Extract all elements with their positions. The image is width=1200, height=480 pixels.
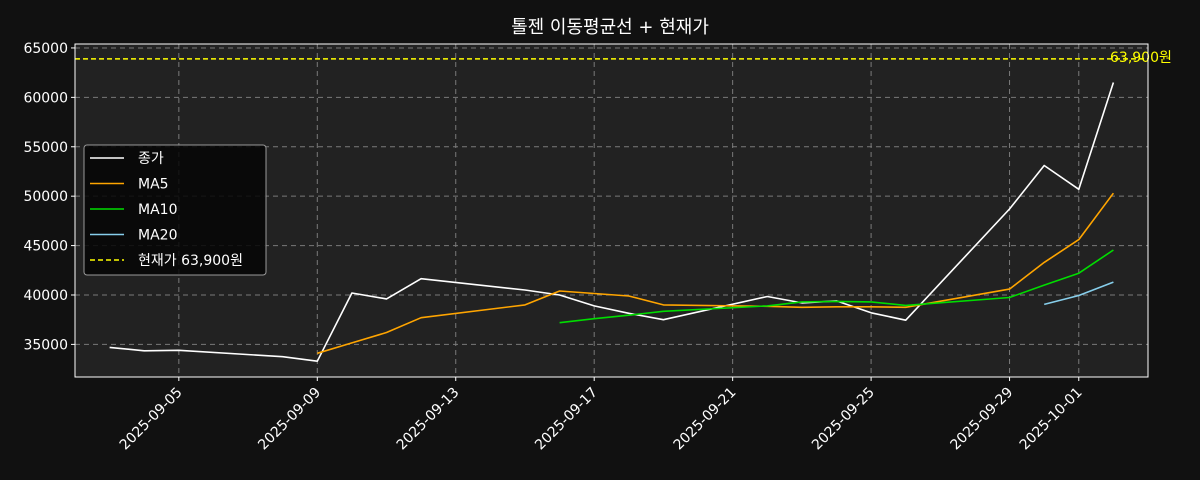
series-layer: 63,900원 [75,50,1172,363]
series-line-close [109,82,1115,363]
legend-box [83,144,267,276]
y-tick-label: 55000 [23,140,68,156]
legend: 종가 MA5 MA10 MA20 현재가 63,900원 [83,144,267,276]
legend-label: MA20 [138,228,177,244]
current-price-annotation: 63,900원 [1110,50,1172,66]
legend-label: 현재가 63,900원 [138,253,243,269]
grid [75,44,1148,377]
plot-frame [74,43,1149,378]
y-tick-label: 65000 [23,41,68,57]
series-line-ma10 [559,249,1114,324]
legend-label: MA5 [138,177,169,193]
series-line-ma5 [317,192,1115,355]
series-line-ma20 [1044,281,1114,306]
legend-label: MA10 [138,202,177,218]
y-tick-label: 40000 [23,288,68,304]
legend-label: 종가 [138,151,164,167]
y-tick-label: 60000 [23,90,68,106]
y-tick-label: 45000 [23,239,68,255]
y-axis: 35000 40000 45000 50000 55000 60000 65000 [23,41,75,353]
y-tick-label: 35000 [23,337,68,353]
chart-title: 톨젠 이동평균선 + 현재가 [511,17,709,38]
y-tick-label: 50000 [23,189,68,205]
